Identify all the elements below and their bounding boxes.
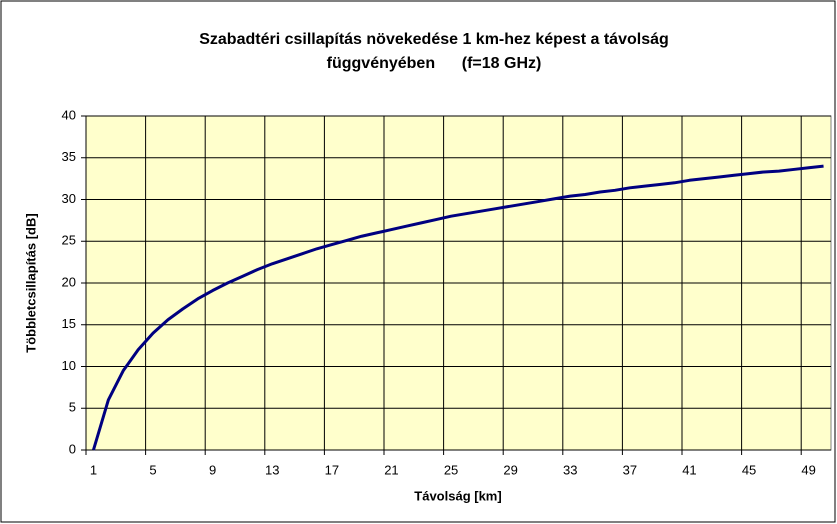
y-tick-label: 20	[62, 274, 76, 289]
x-tick-label: 17	[325, 462, 339, 477]
y-tick-label: 0	[69, 441, 76, 456]
y-tick-label: 25	[62, 233, 76, 248]
x-tick-label: 49	[801, 462, 815, 477]
y-tick-label: 30	[62, 191, 76, 206]
x-tick-label: 9	[209, 462, 216, 477]
x-axis-title: Távolság [km]	[414, 488, 501, 503]
y-tick-label: 15	[62, 316, 76, 331]
y-tick-label: 10	[62, 358, 76, 373]
x-tick-label: 41	[682, 462, 696, 477]
series-line	[92, 164, 824, 451]
x-tick-label: 29	[503, 462, 517, 477]
x-tick-label: 33	[563, 462, 577, 477]
y-tick-label: 35	[62, 149, 76, 164]
chart-title: függvényében (f=18 GHz)	[327, 55, 542, 72]
y-tick-label: 40	[62, 107, 76, 122]
x-tick-label: 21	[384, 462, 398, 477]
chart-title: Szabadtéri csillapítás növekedése 1 km-h…	[199, 31, 669, 48]
x-tick-label: 25	[444, 462, 458, 477]
x-tick-label: 37	[623, 462, 637, 477]
x-tick-label: 5	[149, 462, 156, 477]
x-tick-label: 1	[90, 462, 97, 477]
x-tick-label: 13	[265, 462, 279, 477]
y-tick-label: 5	[69, 400, 76, 415]
x-tick-label: 45	[742, 462, 756, 477]
y-axis-title: Többletcsillapítás [dB]	[23, 213, 38, 352]
